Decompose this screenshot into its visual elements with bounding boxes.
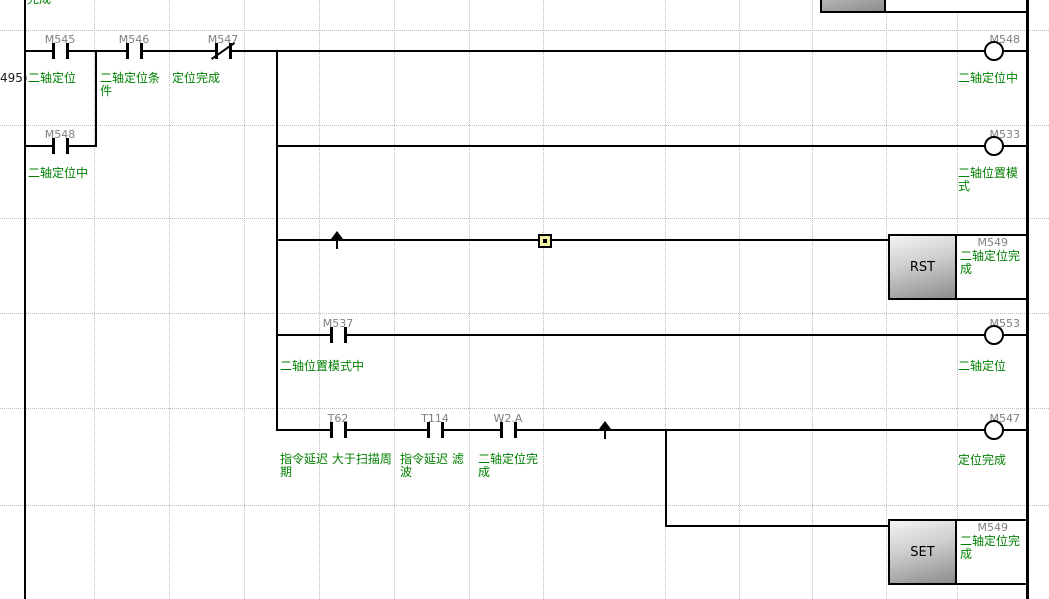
comment-label-coil-M547: 定位完成: [958, 453, 1007, 467]
contact-bar: [344, 327, 347, 343]
device-label-T114: T114: [421, 412, 449, 425]
wire: [277, 145, 1028, 147]
grid-line: [244, 0, 245, 599]
wire-branch: [95, 50, 97, 147]
grid-line: [0, 313, 1049, 314]
edit-cursor-marker[interactable]: [538, 234, 552, 248]
contact-bar: [441, 422, 444, 438]
rung-number: 495): [0, 71, 28, 85]
contact-bar: [330, 422, 333, 438]
contact-bar: [140, 43, 143, 59]
contact-bar: [500, 422, 503, 438]
grid-line: [0, 218, 1049, 219]
pulse-arrow-icon: [331, 231, 343, 239]
grid-line: [319, 0, 320, 599]
grid-line: [543, 0, 544, 599]
instruction-op-label: RST: [890, 236, 957, 298]
grid-line: [0, 30, 1049, 31]
pulse-arrow-stem: [336, 237, 338, 249]
contact-T114[interactable]: [427, 422, 444, 438]
wire: [277, 239, 890, 241]
contact-bar: [344, 422, 347, 438]
grid-line: [394, 0, 395, 599]
comment-label-coil-M533: 二轴位置模式: [958, 166, 1019, 193]
grid-line: [665, 0, 666, 599]
instruction-box-set[interactable]: SET: [888, 519, 1028, 585]
contact-bar: [229, 43, 232, 59]
comment-label-clipped: 完成: [27, 0, 87, 6]
contact-M548[interactable]: [52, 138, 69, 154]
comment-label-set-operand: 二轴定位完成: [960, 534, 1021, 561]
comment-label-M545: 二轴定位: [28, 71, 77, 85]
contact-bar: [427, 422, 430, 438]
device-label-M546: M546: [118, 33, 150, 46]
contact-T62[interactable]: [330, 422, 347, 438]
contact-bar: [514, 422, 517, 438]
grid-line: [886, 0, 887, 599]
comment-label-M548-contact: 二轴定位中: [28, 166, 89, 180]
contact-bar: [126, 43, 129, 59]
comment-label-M537: 二轴位置模式中: [280, 359, 365, 373]
power-rail-left: [24, 0, 26, 599]
device-label-M545: M545: [44, 33, 76, 46]
grid-line: [739, 0, 740, 599]
device-label-M537: M537: [322, 317, 354, 330]
comment-label-T62: 指令延迟 大于扫描周期: [280, 452, 392, 479]
grid-line: [0, 505, 1049, 506]
coil-M548[interactable]: [984, 41, 1004, 61]
grid-line: [0, 408, 1049, 409]
operand-label-rst: M549: [977, 236, 1009, 249]
device-label-W2A: W2.A: [493, 412, 523, 425]
wire-trunk: [276, 50, 278, 431]
contact-M546[interactable]: [126, 43, 143, 59]
wire: [24, 50, 1028, 52]
pulse-arrow-icon: [599, 421, 611, 429]
pulse-arrow-stem: [604, 427, 606, 439]
wire: [665, 525, 890, 527]
comment-label-M546: 二轴定位条件: [100, 71, 161, 98]
contact-bar: [66, 138, 69, 154]
contact-M537[interactable]: [330, 327, 347, 343]
operand-label-set: M549: [977, 521, 1009, 534]
instruction-box-rst[interactable]: RST: [888, 234, 1028, 300]
device-label-M548: M548: [44, 128, 76, 141]
comment-label-W2A: 二轴定位完成: [478, 452, 539, 479]
contact-bar: [66, 43, 69, 59]
wire: [277, 334, 1028, 336]
contact-bar: [215, 43, 218, 59]
grid-line: [469, 0, 470, 599]
instruction-op-label: SET: [890, 521, 957, 583]
comment-label-T114: 指令延迟 滤波: [400, 452, 464, 479]
wire: [277, 429, 1028, 431]
contact-bar: [52, 43, 55, 59]
coil-M533[interactable]: [984, 136, 1004, 156]
grid-line: [0, 125, 1049, 126]
comment-label-coil-M548: 二轴定位中: [958, 71, 1019, 85]
comment-label-coil-M553: 二轴定位: [958, 359, 1007, 373]
grid-line: [812, 0, 813, 599]
edit-cursor-dot: [543, 239, 547, 243]
coil-M547[interactable]: [984, 420, 1004, 440]
coil-M553[interactable]: [984, 325, 1004, 345]
grid-line: [169, 0, 170, 599]
comment-label-M547: 定位完成: [172, 71, 221, 85]
device-label-T62: T62: [327, 412, 349, 425]
contact-bar: [330, 327, 333, 343]
instruction-op-area: [822, 0, 886, 11]
contact-W2A[interactable]: [500, 422, 517, 438]
contact-bar: [52, 138, 55, 154]
instruction-box-clipped[interactable]: [820, 0, 1028, 13]
grid-line: [94, 0, 95, 599]
wire-branch: [665, 429, 667, 527]
contact-M545[interactable]: [52, 43, 69, 59]
comment-label-rst-operand: 二轴定位完成: [960, 249, 1021, 276]
